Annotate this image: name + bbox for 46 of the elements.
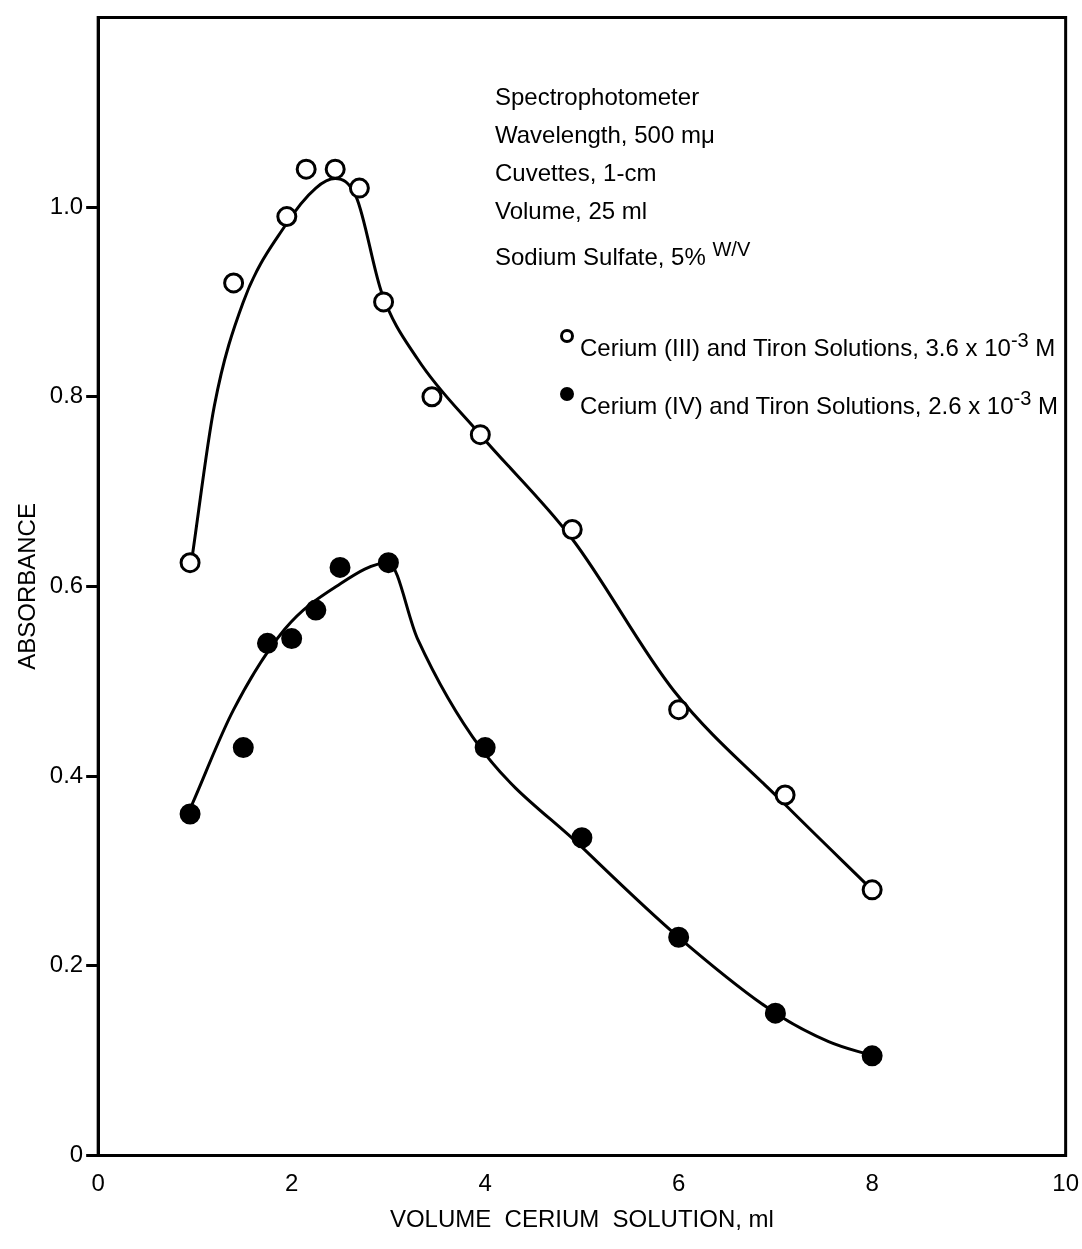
point: [373, 291, 395, 313]
x-tick-label: 4: [478, 1169, 492, 1197]
point: [764, 1002, 786, 1024]
point: [179, 803, 201, 825]
point: [348, 177, 370, 199]
legend-label: Cerium (III) and Tiron Solutions, 3.6 x 10$^{-3}$ M: [580, 328, 1056, 363]
y-tick-label: 0.8: [49, 381, 84, 409]
point: [861, 879, 883, 901]
x-tick-label: 8: [865, 1169, 879, 1197]
point: [276, 206, 298, 228]
point: [256, 632, 278, 654]
point: [324, 158, 346, 180]
point: [281, 628, 303, 650]
annotation: Wavelength, 500 mμ: [495, 120, 716, 150]
annotation: Volume, 25 ml: [495, 196, 649, 226]
point: [377, 552, 399, 574]
point: [421, 386, 443, 408]
point: [561, 519, 583, 540]
y-axis-title: ABSORBANCE: [13, 503, 41, 670]
y-tick-label: 0.6: [49, 571, 84, 599]
point: [668, 926, 690, 948]
x-tick-label: 6: [671, 1169, 686, 1197]
point: [469, 424, 491, 446]
point: [223, 272, 245, 294]
point: [474, 737, 496, 759]
point: [232, 737, 254, 759]
x-tick-label: 2: [284, 1169, 299, 1197]
y-tick-label: 0.4: [49, 760, 84, 788]
annotation: Spectrophotometer: [495, 82, 701, 112]
x-axis-title: VOLUME CERIUM SOLUTION, ml: [389, 1205, 774, 1233]
legend-label: Cerium (IV) and Tiron Solutions, 2.6 x 10$^{-3}$ M: [580, 386, 1059, 421]
y-tick-label: 1.0: [49, 191, 84, 219]
x-tick-label: 10: [1052, 1169, 1079, 1197]
y-tick-label: 0.2: [49, 950, 84, 978]
point: [179, 552, 201, 574]
point: [571, 827, 593, 849]
annotation: Cuvettes, 1-cm: [495, 158, 658, 188]
annotation: Sodium Sulfate, 5% $^{W/V}$: [495, 237, 751, 272]
point: [774, 784, 796, 806]
point: [329, 556, 351, 578]
point: [668, 699, 690, 721]
y-tick-label: 0: [69, 1140, 84, 1168]
x-tick-label: 0: [91, 1169, 105, 1197]
point: [305, 599, 327, 621]
point: [861, 1045, 883, 1067]
point: [295, 158, 317, 180]
